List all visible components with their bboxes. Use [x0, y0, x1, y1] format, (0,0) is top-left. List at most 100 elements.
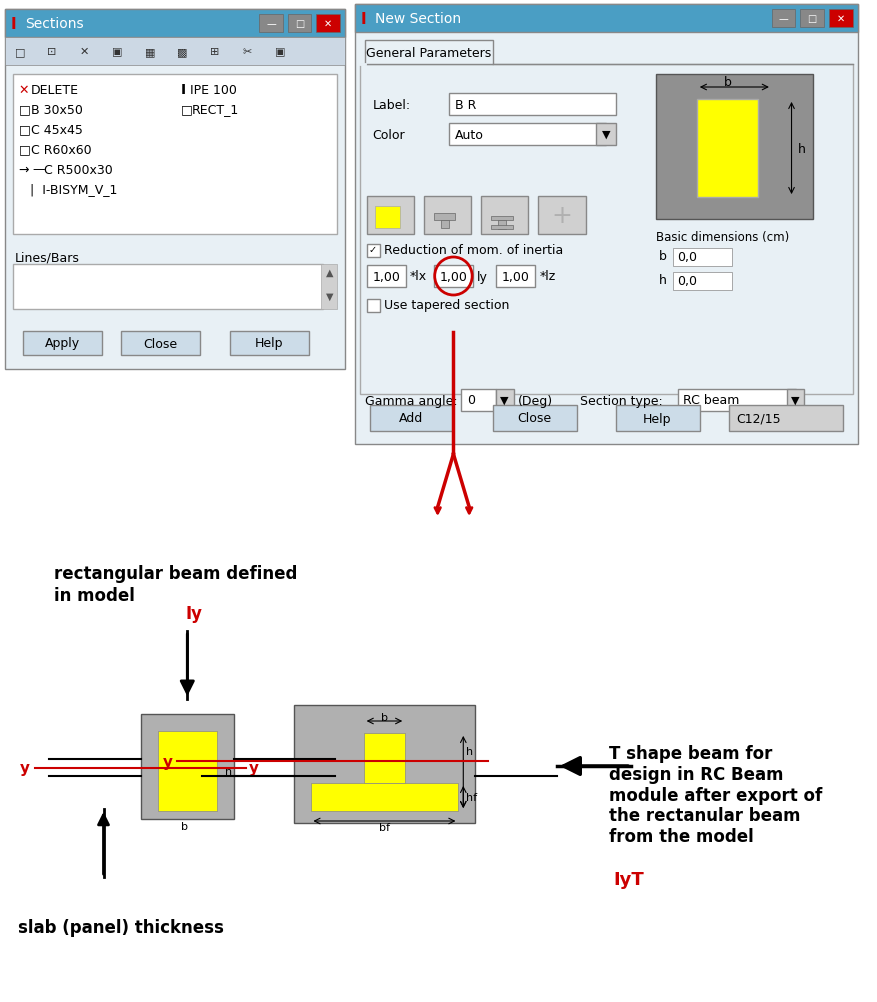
- Text: b: b: [724, 75, 731, 88]
- Text: Basic dimensions (cm): Basic dimensions (cm): [655, 231, 788, 244]
- Text: Iy: Iy: [185, 604, 203, 622]
- Text: IyT: IyT: [613, 870, 644, 888]
- Bar: [13, 75, 337, 234]
- Text: 0: 0: [467, 394, 475, 407]
- Bar: [655, 75, 813, 219]
- Bar: [230, 332, 309, 356]
- Text: h: h: [467, 746, 474, 757]
- Bar: [374, 206, 400, 228]
- Text: 0,0: 0,0: [677, 276, 697, 289]
- Text: y: y: [249, 761, 260, 776]
- Text: C12/15: C12/15: [737, 412, 781, 425]
- Text: 1,00: 1,00: [373, 271, 400, 284]
- Text: ✕: ✕: [80, 47, 89, 57]
- Bar: [158, 731, 217, 812]
- Text: →: →: [18, 163, 29, 176]
- Text: □: □: [808, 14, 816, 24]
- Bar: [434, 266, 474, 288]
- Bar: [367, 300, 380, 313]
- Bar: [294, 705, 475, 824]
- Text: ▼: ▼: [791, 396, 800, 406]
- Bar: [355, 5, 858, 445]
- Bar: [364, 733, 405, 784]
- Text: New Section: New Section: [374, 12, 460, 26]
- Text: Color: Color: [373, 128, 405, 141]
- Text: ✕: ✕: [324, 19, 332, 29]
- Bar: [697, 100, 758, 197]
- Text: Section type:: Section type:: [580, 394, 662, 407]
- Text: Help: Help: [255, 337, 283, 350]
- Text: h: h: [225, 767, 232, 777]
- Text: IPE 100: IPE 100: [190, 83, 237, 96]
- Text: DELETE: DELETE: [31, 83, 79, 96]
- Text: slab (panel) thickness: slab (panel) thickness: [18, 918, 224, 936]
- Bar: [491, 216, 512, 220]
- Text: C R60x60: C R60x60: [31, 143, 91, 156]
- Text: bf: bf: [379, 823, 390, 833]
- Bar: [434, 213, 455, 220]
- Bar: [461, 390, 496, 412]
- Text: Use tapered section: Use tapered section: [384, 299, 510, 312]
- Text: ▼: ▼: [325, 292, 333, 302]
- Text: 1,00: 1,00: [439, 271, 467, 284]
- Text: RC beam: RC beam: [683, 394, 739, 407]
- Bar: [496, 266, 535, 288]
- Bar: [538, 196, 586, 234]
- Text: y: y: [162, 754, 173, 769]
- Bar: [360, 65, 852, 395]
- Text: RECT_1: RECT_1: [192, 103, 239, 116]
- Bar: [121, 332, 200, 356]
- Text: —: —: [267, 19, 276, 29]
- Text: ⊞: ⊞: [210, 47, 219, 57]
- Text: ▩: ▩: [177, 47, 188, 57]
- Bar: [493, 406, 577, 432]
- Text: □: □: [18, 143, 31, 156]
- Bar: [310, 784, 459, 812]
- Bar: [829, 10, 852, 28]
- Bar: [674, 273, 732, 291]
- Bar: [5, 38, 345, 66]
- Bar: [317, 15, 340, 33]
- Text: Add: Add: [399, 412, 424, 425]
- Bar: [260, 15, 283, 33]
- Bar: [365, 41, 493, 65]
- Bar: [424, 196, 471, 234]
- Bar: [678, 390, 796, 412]
- Text: T shape beam for
design in RC Beam
module after export of
the rectanular beam
fr: T shape beam for design in RC Beam modul…: [610, 744, 823, 846]
- Text: Help: Help: [643, 412, 672, 425]
- Text: □: □: [18, 103, 31, 116]
- Text: Lines/Bars: Lines/Bars: [15, 252, 80, 265]
- Bar: [801, 10, 824, 28]
- Bar: [367, 266, 406, 288]
- Text: ✕: ✕: [837, 14, 845, 24]
- Bar: [321, 265, 337, 310]
- Text: B R: B R: [455, 98, 477, 111]
- Text: ▼: ▼: [501, 396, 509, 406]
- Bar: [13, 265, 324, 310]
- Bar: [481, 196, 528, 234]
- Bar: [5, 10, 345, 38]
- Bar: [448, 124, 606, 146]
- Bar: [367, 244, 380, 258]
- Text: □: □: [295, 19, 304, 29]
- Text: ly: ly: [477, 271, 488, 284]
- Text: Reduction of mom. of inertia: Reduction of mom. of inertia: [384, 243, 564, 257]
- Text: in model: in model: [54, 586, 135, 604]
- Text: Apply: Apply: [45, 337, 80, 350]
- Bar: [141, 714, 233, 820]
- Text: b: b: [381, 712, 388, 722]
- Bar: [616, 406, 700, 432]
- Text: y: y: [19, 761, 30, 776]
- Text: 0,0: 0,0: [677, 252, 697, 265]
- Text: I: I: [360, 11, 367, 26]
- Text: ✕: ✕: [18, 83, 29, 96]
- Bar: [355, 5, 858, 33]
- Text: C 45x45: C 45x45: [31, 123, 82, 136]
- Text: ✓: ✓: [368, 244, 376, 255]
- Bar: [730, 406, 843, 432]
- Text: Gamma angle:: Gamma angle:: [365, 394, 457, 407]
- Bar: [498, 220, 506, 229]
- Text: ▦: ▦: [145, 47, 155, 57]
- Bar: [448, 94, 616, 116]
- Text: b: b: [181, 822, 188, 832]
